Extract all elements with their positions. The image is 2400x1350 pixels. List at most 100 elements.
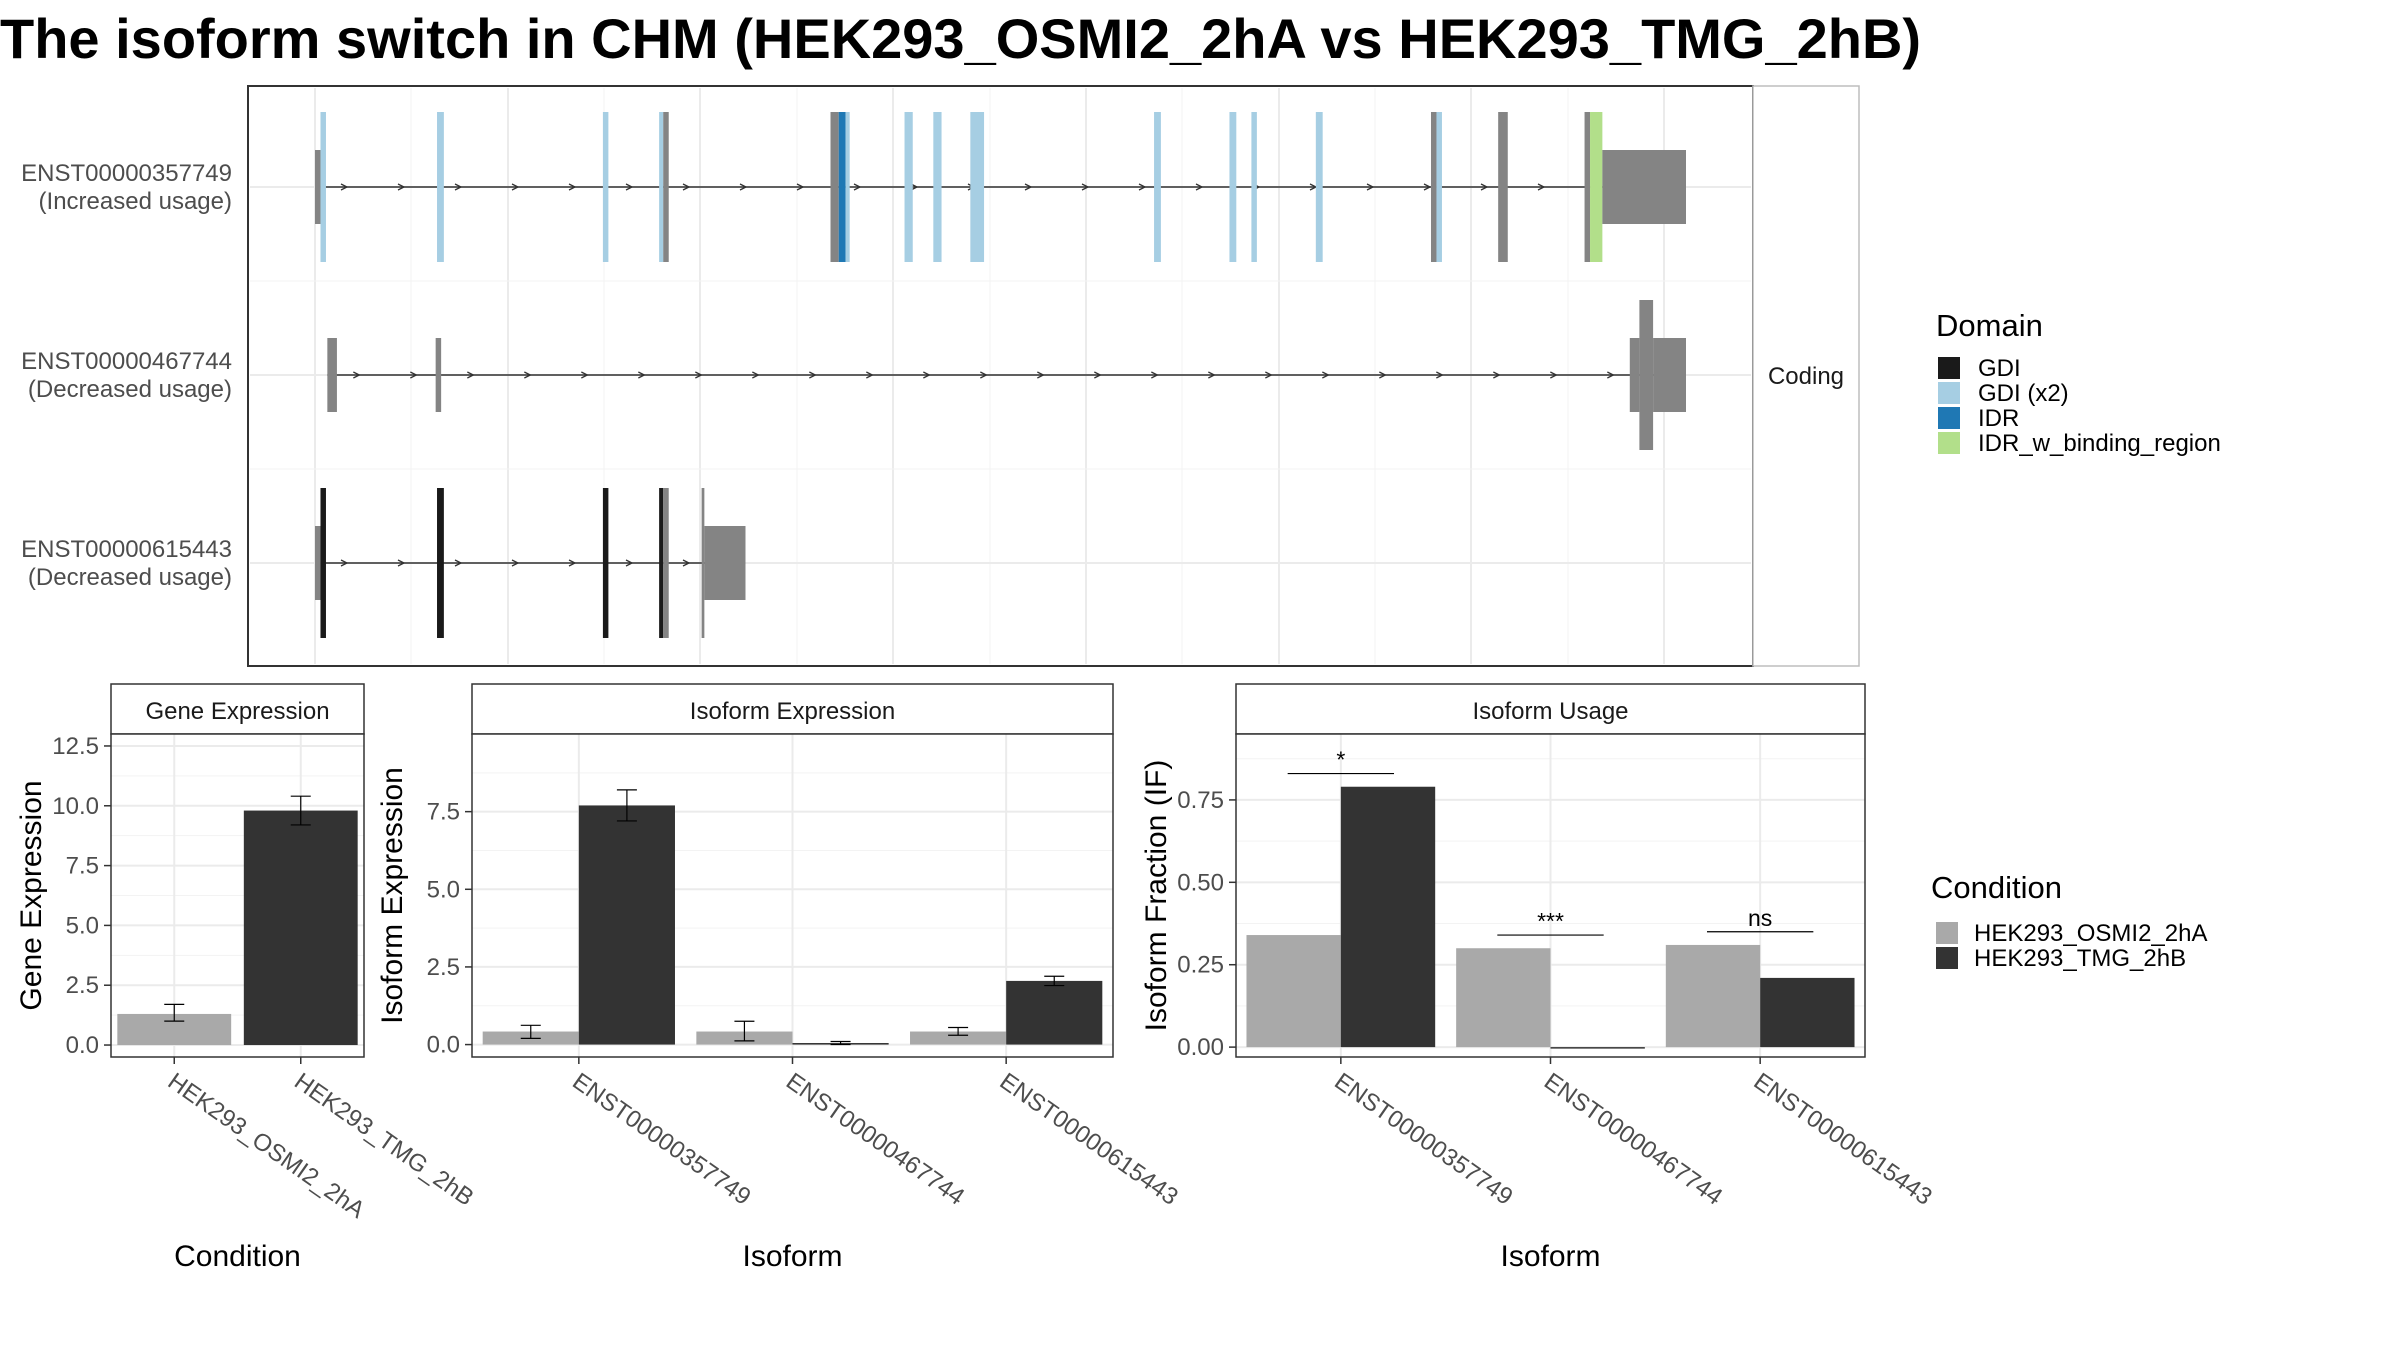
strand-arrow — [1322, 371, 1330, 379]
domain-legend-label: IDR_w_binding_region — [1978, 430, 2221, 457]
exon-block — [1653, 338, 1686, 412]
domain-block — [437, 112, 444, 262]
domain-block — [1229, 112, 1237, 262]
exon-block — [327, 338, 337, 412]
strand-arrow — [1195, 183, 1204, 191]
significance-label: *** — [1537, 908, 1564, 934]
domain-block — [602, 488, 609, 638]
domain-legend-swatch — [1938, 382, 1960, 404]
exon-block — [663, 488, 669, 638]
panel-strip — [1235, 683, 1866, 735]
transcript-usage-label: (Decreased usage) — [28, 564, 232, 591]
strand-arrow — [1480, 183, 1489, 191]
exon-block — [830, 112, 839, 262]
strand-arrow — [454, 183, 463, 191]
strand-arrow — [467, 371, 475, 379]
x-axis-title: Condition — [174, 1240, 301, 1273]
domain-block — [320, 488, 326, 638]
figure-title: The isoform switch in CHM (HEK293_OSMI2_… — [0, 7, 1921, 70]
strand-arrow — [1151, 371, 1159, 379]
strand-arrow — [809, 371, 817, 379]
domain-block — [1154, 112, 1161, 262]
domain-block — [845, 112, 850, 262]
strand-arrow — [454, 559, 463, 567]
bar — [1340, 786, 1436, 1048]
strand-arrow — [1208, 371, 1216, 379]
strand-arrow — [568, 183, 577, 191]
strand-arrow — [638, 371, 646, 379]
bar — [243, 810, 358, 1046]
strand-arrow — [625, 183, 634, 191]
y-tick-label: 5.0 — [66, 912, 99, 939]
transcript-usage-label: (Decreased usage) — [28, 376, 232, 403]
domain-block — [838, 112, 846, 262]
strand-arrow — [1081, 183, 1090, 191]
strand-arrow — [524, 371, 532, 379]
strand-arrow — [1265, 371, 1273, 379]
exon-block — [663, 112, 669, 262]
domain-block — [970, 112, 985, 262]
transcript-row: ENST00000357749(Increased usage) — [21, 112, 1686, 262]
panel-frame — [110, 733, 365, 1058]
significance-label: ns — [1748, 905, 1772, 931]
y-tick-label: 0.00 — [1177, 1034, 1224, 1061]
strand-arrow — [511, 559, 520, 567]
strand-arrow — [1537, 183, 1546, 191]
strand-arrow — [910, 183, 919, 191]
bar — [1550, 1047, 1645, 1049]
transcript-id-label: ENST00000615443 — [21, 536, 232, 563]
exon-block — [315, 526, 321, 600]
strand-arrow — [1550, 371, 1558, 379]
exon-block — [435, 338, 442, 412]
y-axis-title: Isoform Expression — [376, 767, 409, 1024]
domain-legend-label: GDI — [1978, 355, 2021, 382]
y-tick-label: 2.5 — [66, 972, 99, 999]
strand-arrow — [682, 559, 691, 567]
transcript-row: ENST00000467744(Decreased usage) — [21, 300, 1686, 450]
strand-arrow — [1037, 371, 1045, 379]
strand-arrow — [1366, 183, 1375, 191]
domain-block — [1590, 112, 1603, 262]
x-tick-label: ENST00000357749 — [567, 1068, 755, 1211]
bar — [578, 805, 675, 1045]
panel-strip-title: Gene Expression — [145, 698, 329, 725]
domain-block — [320, 112, 326, 262]
strand-arrow — [353, 371, 361, 379]
domain-block — [1251, 112, 1257, 262]
strand-arrow — [340, 559, 349, 567]
bar — [910, 1031, 1007, 1045]
transcript-id-label: ENST00000357749 — [21, 160, 232, 187]
domain-legend-title: Domain — [1936, 308, 2043, 343]
gene-structure-panel: ENST00000357749(Increased usage)ENST0000… — [21, 85, 1860, 667]
condition-legend-label: HEK293_OSMI2_2hA — [1974, 920, 2207, 947]
strand-arrow — [866, 371, 874, 379]
condition-legend-label: HEK293_TMG_2hB — [1974, 945, 2186, 972]
exon-block — [315, 150, 321, 224]
y-axis-title: Gene Expression — [15, 780, 48, 1010]
strand-arrow — [410, 371, 418, 379]
exon-block — [704, 526, 746, 600]
transcript-id-label: ENST00000467744 — [21, 348, 232, 375]
facet-strip — [1752, 85, 1860, 667]
exon-block — [1629, 338, 1640, 412]
panel-strip — [471, 683, 1114, 735]
strand-arrow — [581, 371, 589, 379]
strand-arrow — [1607, 371, 1615, 379]
x-axis-title: Isoform — [1500, 1240, 1600, 1273]
domain-block — [1436, 112, 1442, 262]
strand-arrow — [397, 559, 406, 567]
domain-legend-swatch — [1938, 357, 1960, 379]
panel-strip-title: Isoform Usage — [1472, 698, 1628, 725]
domain-block — [602, 112, 609, 262]
strand-arrow — [682, 183, 691, 191]
bar — [1006, 980, 1103, 1045]
domain-block — [437, 488, 444, 638]
x-tick-label: ENST00000467744 — [1539, 1068, 1727, 1211]
domain-legend-swatch — [1938, 407, 1960, 429]
domain-block — [904, 112, 913, 262]
strand-arrow — [340, 183, 349, 191]
exon-block — [1498, 112, 1508, 262]
